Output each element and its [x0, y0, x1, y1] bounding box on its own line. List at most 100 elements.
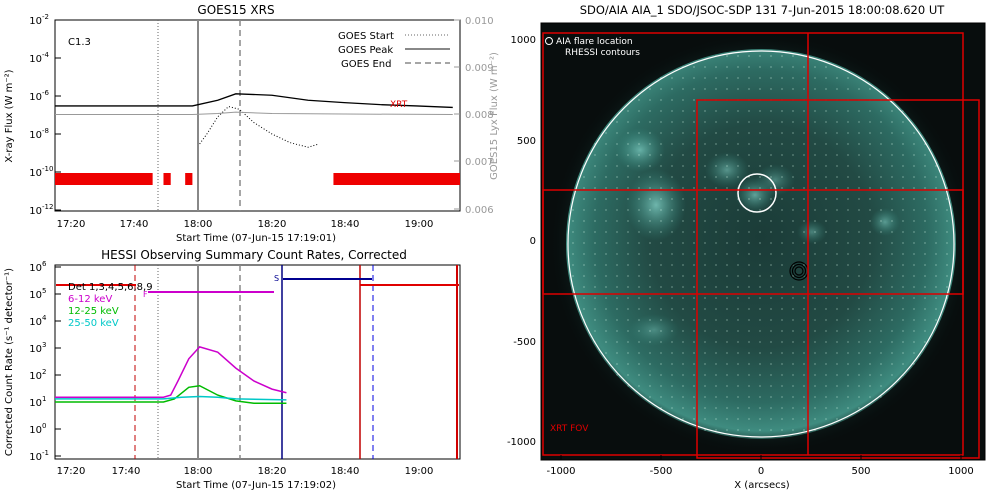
hessi-ytick-exp: 3: [42, 341, 46, 349]
goes-ytick: 10 -8: [29, 127, 49, 141]
svg-text:10: 10: [29, 168, 42, 179]
hessi-ylabel: Corrected Count Rate (s⁻¹ detector⁻¹): [4, 268, 15, 456]
goes-class-label: C1.3: [68, 37, 91, 48]
goes-ytick-exp: -2: [42, 13, 49, 21]
aia-ytick: 500: [517, 136, 536, 147]
hessi-ytick: 10 6: [29, 260, 47, 274]
hessi-xtick: 18:20: [258, 466, 287, 477]
hessi-ytick-exp: 4: [42, 314, 47, 322]
aia-xtick: 1000: [948, 466, 973, 477]
goes-right-axis-labels: 0.010 0.009 0.008 0.007 0.006: [465, 16, 494, 216]
goes-xtick: 18:40: [331, 219, 360, 230]
hessi-ytick-exp: 6: [42, 260, 47, 268]
aia-xtick: 500: [851, 466, 870, 477]
hessi-legend-6-12: 6-12 keV: [68, 294, 112, 305]
svg-text:10: 10: [29, 290, 42, 301]
svg-text:10: 10: [29, 371, 42, 382]
goes-xrt-bar: [185, 173, 193, 185]
goes-right-tick: 0.007: [465, 157, 494, 168]
hessi-yticks-marks: [55, 266, 61, 457]
hessi-xlabel: Start Time (07-Jun-15 17:19:02): [176, 480, 336, 491]
hessi-xtick: 19:00: [405, 466, 434, 477]
hessi-ytick: 10 3: [29, 341, 46, 355]
goes-ytick-exp: -8: [42, 127, 49, 135]
hessi-xticks: 17:20 17:40 18:00 18:20 18:40 19:00: [57, 466, 434, 477]
goes-legend-peak: GOES Peak: [338, 45, 393, 56]
hessi-flag-bars: F S: [56, 274, 459, 299]
goes-yticks-marks: [55, 19, 61, 211]
svg-text:10: 10: [29, 206, 42, 217]
goes-ytick: 10 -6: [29, 89, 49, 103]
hessi-f-flag-label: F: [143, 290, 148, 299]
aia-image: XRT FOV AIA flare location RHESSI contou…: [542, 32, 980, 459]
aia-xtick: 0: [758, 466, 764, 477]
goes-ytick-exp: -12: [42, 203, 53, 211]
hessi-ytick-exp: -1: [42, 449, 49, 457]
hessi-ytick: 10 0: [29, 422, 46, 436]
hessi-series-12-25-kev: [55, 384, 287, 404]
goes-ytick-exp: -10: [42, 165, 53, 173]
hessi-ytick-exp: 1: [42, 395, 46, 403]
goes-ytick: 10 -2: [29, 13, 49, 27]
hessi-ytick-exp: 2: [42, 368, 46, 376]
goes-right-ylabel: GOES15 Lyx Flux (W m⁻²): [489, 52, 500, 180]
hessi-s-flag-label: S: [274, 274, 279, 283]
aia-legend-flare: AIA flare location: [556, 37, 633, 47]
goes-legend-start: GOES Start: [338, 31, 394, 42]
hessi-plot-frame: [54, 264, 461, 460]
goes-xrt-bar: [55, 173, 153, 185]
goes-ytick: 10 -4: [29, 51, 49, 65]
hessi-legend-12-25: 12-25 keV: [68, 306, 119, 317]
goes-right-tick: 0.008: [465, 110, 494, 121]
goes-right-tick: 0.010: [465, 16, 494, 27]
aia-frame: [540, 22, 986, 461]
hessi-ytick: 10 1: [29, 395, 46, 409]
svg-text:10: 10: [29, 130, 42, 141]
goes-xtick: 18:00: [184, 219, 213, 230]
svg-text:10: 10: [29, 452, 42, 463]
goes-xtick: 18:20: [258, 219, 287, 230]
goes-xrt-coverage: [55, 173, 460, 185]
hessi-xtick: 18:00: [184, 466, 213, 477]
goes-xrt-bar: [333, 173, 460, 185]
aia-ytick: 1000: [511, 35, 536, 46]
svg-text:10: 10: [29, 398, 42, 409]
aia-ytick: -500: [513, 337, 536, 348]
goes-marker-lines: [157, 20, 241, 211]
aia-xtick: -500: [650, 466, 673, 477]
svg-text:10: 10: [29, 344, 42, 355]
hessi-marker-lines: [134, 265, 458, 459]
hessi-ytick-exp: 0: [42, 422, 46, 430]
hessi-ytick-labels: 10 6 10 5 10 4 10 3 10 2 10 1 10 0 10 -1: [29, 260, 49, 463]
hessi-ytick: 10 4: [29, 314, 47, 328]
aia-legend-rhessi: RHESSI contours: [565, 48, 640, 58]
hessi-xtick: 17:40: [112, 466, 141, 477]
aia-panel: SDO/AIA AIA_1 SDO/JSOC-SDP 131 7-Jun-201…: [507, 3, 986, 491]
goes-title: GOES15 XRS: [197, 3, 274, 17]
hessi-panel: HESSI Observing Summary Count Rates, Cor…: [4, 248, 461, 491]
goes-right-ticks-marks: [454, 19, 460, 210]
goes-legend: GOES Start GOES Peak GOES End: [338, 31, 450, 70]
hessi-legend-det: Det 1,3,4,5,6,8,9: [68, 282, 153, 293]
goes-plot-frame: [54, 19, 461, 212]
goes-xticks: 17:20 17:40 18:00 18:20 18:40 19:00: [57, 219, 434, 230]
svg-text:10: 10: [29, 92, 42, 103]
goes-panel: GOES15 XRS 10 -2 10 -4 10 -6 10 -8 10 -10 10-…: [4, 3, 500, 244]
svg-text:10: 10: [29, 263, 42, 274]
goes-ytick-exp: -6: [42, 89, 50, 97]
goes-xtick: 17:40: [120, 219, 149, 230]
goes-xtick: 17:20: [57, 219, 86, 230]
svg-text:10: 10: [29, 16, 42, 27]
hessi-ytick: 10 5: [29, 287, 46, 301]
aia-xticks: -1000 -500 0 500 1000: [546, 466, 973, 477]
goes-legend-end: GOES End: [341, 59, 391, 70]
goes-series-lyx: [55, 111, 453, 115]
hessi-xtick: 17:20: [57, 466, 86, 477]
hessi-ytick: 10 2: [29, 368, 46, 382]
aia-yticks: 1000 500 0 -500 -1000: [507, 35, 536, 448]
goes-ylabel: X-ray Flux (W m⁻²): [4, 69, 15, 162]
aia-flare-location-circle: [737, 173, 777, 213]
goes-ytick-exp: -4: [42, 51, 50, 59]
goes-ytick-labels: 10 -2 10 -4 10 -6 10 -8 10 -10 10 -12: [29, 13, 53, 217]
